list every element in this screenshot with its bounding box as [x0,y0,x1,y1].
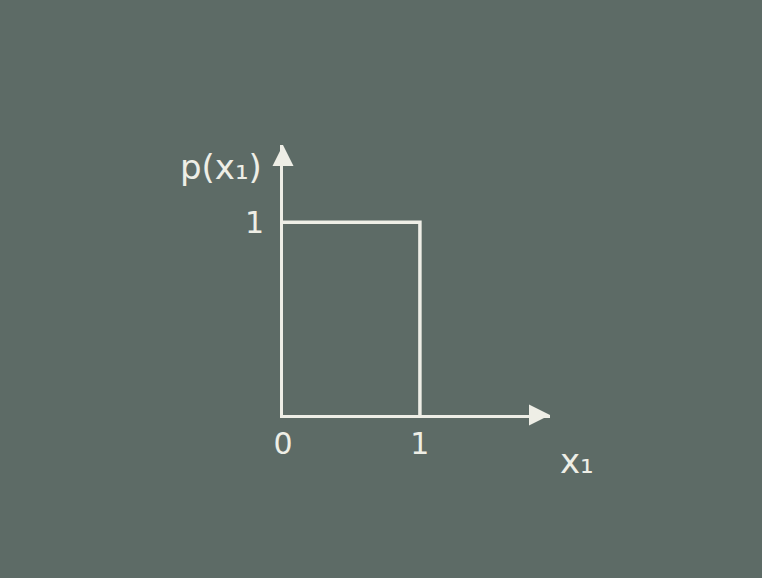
svg-text:x₁: x₁ [560,441,594,481]
svg-text:1: 1 [245,205,264,240]
svg-text:p(x₁): p(x₁) [180,147,262,187]
svg-text:0: 0 [273,426,292,461]
svg-text:1: 1 [410,426,429,461]
